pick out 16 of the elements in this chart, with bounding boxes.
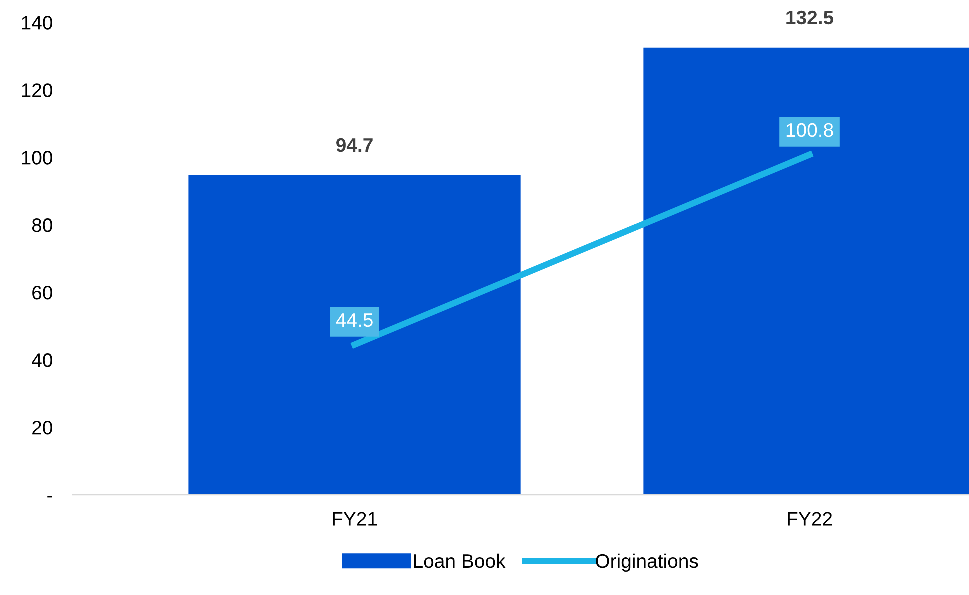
y-tick-label: -	[48, 496, 52, 498]
data-label: 100.8	[786, 123, 834, 138]
data-label: 94.7	[336, 138, 373, 152]
data-label: 44.5	[336, 314, 373, 328]
y-tick-label: 120	[22, 84, 52, 98]
x-tick-label: FY22	[788, 512, 832, 526]
legend-label: Loan Book	[414, 554, 506, 568]
y-tick-label: 100	[22, 151, 52, 165]
y-tick-label: 60	[32, 286, 52, 300]
y-tick-label: 40	[32, 354, 52, 368]
y-tick-label: 80	[32, 218, 52, 232]
y-tick-label: 20	[32, 421, 52, 435]
legend-label: Originations	[596, 554, 698, 572]
data-label: 132.5	[786, 10, 834, 25]
y-tick-label: 140	[22, 16, 52, 30]
x-tick-label: FY21	[333, 512, 378, 526]
